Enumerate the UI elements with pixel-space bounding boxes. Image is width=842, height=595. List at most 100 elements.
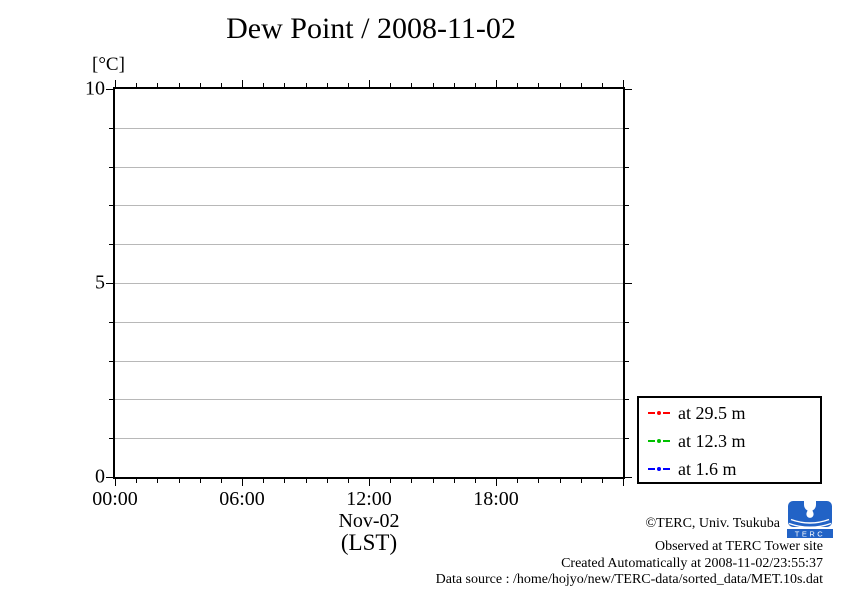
legend-item: at 1.6 m [639, 455, 820, 483]
x-tick-label: 00:00 [92, 488, 138, 510]
y-axis-tick [625, 322, 629, 323]
x-axis-tick [306, 479, 307, 483]
x-axis-tick [538, 83, 539, 87]
y-axis-tick [106, 89, 113, 90]
footer-observed-site: Observed at TERC Tower site [654, 539, 823, 554]
x-axis-tick [179, 479, 180, 483]
y-axis-tick [109, 361, 113, 362]
y-axis-tick [106, 283, 113, 284]
x-axis-tick [454, 479, 455, 483]
x-axis-tick [348, 479, 349, 483]
x-axis-tick [475, 479, 476, 483]
y-axis-tick [625, 399, 629, 400]
x-axis-tick [517, 83, 518, 87]
y-axis-tick [625, 167, 629, 168]
x-tick-label: 18:00 [473, 488, 519, 510]
x-axis-tick [475, 83, 476, 87]
y-axis-tick [625, 128, 629, 129]
y-gridline [115, 361, 623, 362]
x-axis-tick [517, 479, 518, 483]
y-gridline [115, 244, 623, 245]
y-tick-label: 0 [95, 465, 105, 488]
x-axis-tick [602, 479, 603, 483]
y-axis-tick [625, 438, 629, 439]
footer-copyright: ©TERC, Univ. Tsukuba [645, 516, 781, 531]
y-axis-tick [109, 244, 113, 245]
y-gridline [115, 322, 623, 323]
y-tick-label: 5 [95, 271, 105, 294]
legend-item: at 12.3 m [639, 427, 820, 455]
legend-line-sample-icon [648, 437, 670, 445]
x-axis-tick [560, 479, 561, 483]
x-axis-tick [200, 83, 201, 87]
x-axis-tick [179, 83, 180, 87]
legend-item-label: at 12.3 m [678, 430, 746, 451]
footer-created-timestamp: Created Automatically at 2008-11-02/23:5… [561, 556, 823, 571]
footer-data-source-path: Data source : /home/hojyo/new/TERC-data/… [435, 572, 823, 587]
y-axis-tick [625, 89, 632, 90]
x-axis-tick [221, 479, 222, 483]
x-axis-tick [327, 83, 328, 87]
x-axis-tick [242, 479, 243, 486]
x-axis-tick [136, 83, 137, 87]
x-tick-label: 12:00 [346, 488, 392, 510]
y-axis-unit-label: [°C] [92, 54, 125, 75]
x-axis-tick [411, 479, 412, 483]
x-axis-tick [581, 83, 582, 87]
y-axis-tick [625, 477, 632, 478]
x-axis-tick [623, 479, 624, 486]
x-axis-tick [115, 80, 116, 87]
x-axis-tick [581, 479, 582, 483]
y-axis-tick [109, 205, 113, 206]
x-axis-tick [433, 479, 434, 483]
x-axis-timezone-label: (LST) [340, 530, 398, 555]
legend-box: at 29.5 m at 12.3 m at 1.6 m [637, 396, 822, 484]
y-gridline [115, 283, 623, 284]
y-gridline [115, 167, 623, 168]
x-axis-tick [411, 83, 412, 87]
chart-title: Dew Point / 2008-11-02 [226, 12, 516, 45]
y-tick-label: 10 [85, 77, 105, 100]
x-axis-tick [602, 83, 603, 87]
y-axis-tick [109, 128, 113, 129]
x-axis-tick [136, 479, 137, 483]
y-axis-tick [625, 361, 629, 362]
legend-line-sample-icon [648, 465, 670, 473]
x-tick-label: 06:00 [219, 488, 265, 510]
x-axis-tick [115, 479, 116, 486]
y-axis-tick [109, 322, 113, 323]
x-axis-tick [454, 83, 455, 87]
x-axis-tick [157, 83, 158, 87]
legend-item: at 29.5 m [639, 399, 820, 427]
x-axis-tick [242, 80, 243, 87]
y-axis-tick [109, 438, 113, 439]
logo-text: TERC [795, 530, 825, 539]
y-gridline [115, 128, 623, 129]
x-axis-tick [306, 83, 307, 87]
x-axis-tick [200, 479, 201, 483]
x-axis-tick [369, 80, 370, 87]
x-axis-tick [327, 479, 328, 483]
x-axis-tick [369, 479, 370, 486]
terc-logo-icon: TERC [787, 501, 833, 539]
x-axis-tick [496, 80, 497, 87]
x-axis-tick [496, 479, 497, 486]
x-axis-tick [221, 83, 222, 87]
x-axis-tick [560, 83, 561, 87]
x-axis-tick [390, 479, 391, 483]
y-gridline [115, 399, 623, 400]
x-axis-tick [263, 479, 264, 483]
y-axis-tick [625, 205, 629, 206]
y-gridline [115, 438, 623, 439]
x-axis-tick [348, 83, 349, 87]
x-axis-tick [390, 83, 391, 87]
plot-area: 00:00 06:00 12:00 18:00 0 5 10 Nov-02 (LST) [85, 78, 632, 555]
legend-item-label: at 29.5 m [678, 402, 746, 423]
y-axis-tick [625, 283, 632, 284]
legend-item-label: at 1.6 m [678, 458, 737, 479]
x-axis-date-label: Nov-02 [338, 510, 400, 532]
x-axis-tick [263, 83, 264, 87]
x-axis-tick [157, 479, 158, 483]
y-axis-tick [106, 477, 113, 478]
